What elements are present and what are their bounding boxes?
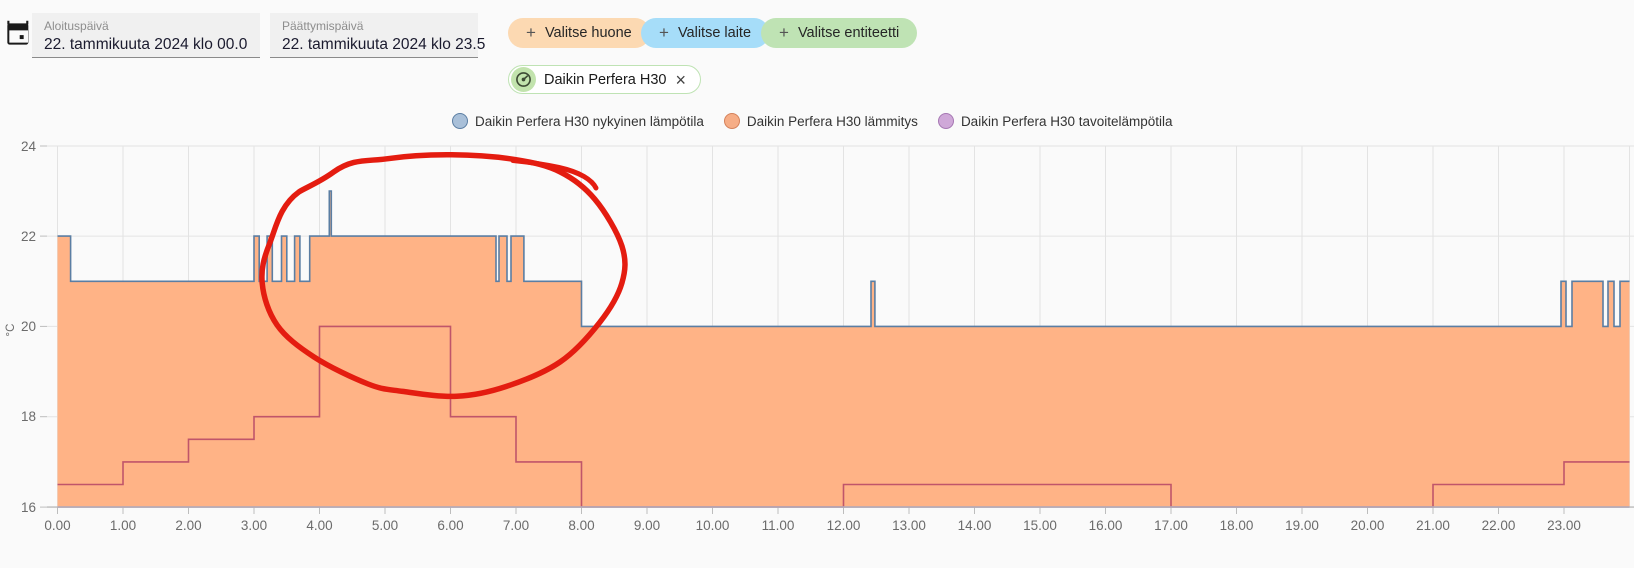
svg-text:17.00: 17.00 <box>1154 518 1188 533</box>
svg-text:1.00: 1.00 <box>110 518 136 533</box>
svg-text:18.00: 18.00 <box>1220 518 1254 533</box>
svg-text:19.00: 19.00 <box>1285 518 1319 533</box>
svg-text:10.00: 10.00 <box>696 518 730 533</box>
svg-text:24: 24 <box>21 139 37 154</box>
svg-text:15.00: 15.00 <box>1023 518 1057 533</box>
svg-text:11.00: 11.00 <box>762 518 795 533</box>
svg-text:13.00: 13.00 <box>892 518 926 533</box>
svg-text:16: 16 <box>21 500 36 515</box>
svg-text:2.00: 2.00 <box>175 518 201 533</box>
svg-text:21.00: 21.00 <box>1416 518 1450 533</box>
svg-text:8.00: 8.00 <box>568 518 594 533</box>
svg-text:20.00: 20.00 <box>1351 518 1385 533</box>
svg-text:20: 20 <box>21 319 36 334</box>
svg-text:5.00: 5.00 <box>372 518 398 533</box>
svg-text:14.00: 14.00 <box>958 518 992 533</box>
svg-text:18: 18 <box>21 409 36 424</box>
svg-text:16.00: 16.00 <box>1089 518 1123 533</box>
svg-text:22.00: 22.00 <box>1482 518 1516 533</box>
svg-text:0.00: 0.00 <box>44 518 70 533</box>
svg-text:6.00: 6.00 <box>437 518 463 533</box>
svg-text:12.00: 12.00 <box>827 518 861 533</box>
svg-text:4.00: 4.00 <box>306 518 332 533</box>
svg-text:22: 22 <box>21 229 36 244</box>
svg-text:23.00: 23.00 <box>1547 518 1581 533</box>
svg-text:7.00: 7.00 <box>503 518 529 533</box>
svg-text:9.00: 9.00 <box>634 518 660 533</box>
svg-text:3.00: 3.00 <box>241 518 267 533</box>
svg-text:°C: °C <box>5 324 17 337</box>
